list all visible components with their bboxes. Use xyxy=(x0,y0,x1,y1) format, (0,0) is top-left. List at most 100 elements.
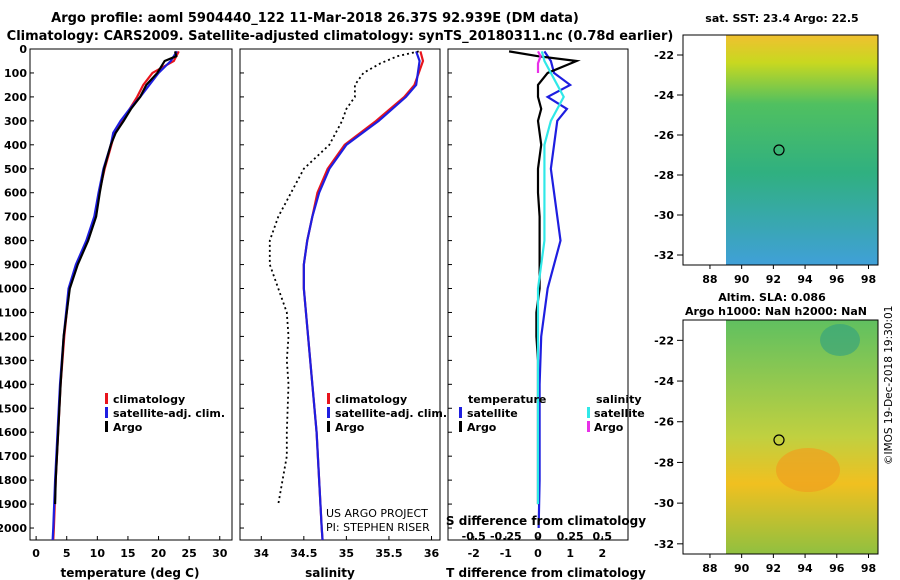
y-tick-label: 100 xyxy=(4,67,27,80)
y-tick-label: 1500 xyxy=(0,402,27,415)
x-tick-label: 35.5 xyxy=(375,547,402,560)
sla-map-title-2: Argo h1000: NaN h2000: NaN xyxy=(685,305,867,318)
x-tick-label: 0 xyxy=(32,547,40,560)
legend-swatch-satellite xyxy=(105,407,108,418)
lon-tick-label: 88 xyxy=(702,562,717,575)
lat-tick-label: -28 xyxy=(654,456,674,469)
t-diff-axis-label: T difference from climatology xyxy=(446,566,646,580)
x-tick-label: 36 xyxy=(424,547,440,560)
x-tick-label: 30 xyxy=(212,547,228,560)
legend-argo: Argo xyxy=(335,421,365,434)
sla-map-background xyxy=(683,320,726,554)
x-tick-label: 34 xyxy=(254,547,270,560)
y-tick-label: 1200 xyxy=(0,330,27,343)
lon-tick-label: 96 xyxy=(829,273,845,286)
lat-tick-label: -22 xyxy=(654,49,674,62)
difference-legend: temperature salinity satellite Argo sate… xyxy=(459,393,645,434)
lat-tick-label: -24 xyxy=(654,375,674,388)
legend-swatch-climatology xyxy=(105,393,108,404)
salinity-panel xyxy=(239,48,441,541)
legend-swatch-s-satellite xyxy=(587,407,590,418)
salinity-legend: climatology satellite-adj. clim. Argo xyxy=(327,393,447,434)
temperature-legend: climatology satellite-adj. clim. Argo xyxy=(105,393,225,434)
y-tick-label: 1600 xyxy=(0,426,27,439)
watermark: ©IMOS 19-Dec-2018 19:30:01 xyxy=(883,306,895,465)
series-climatology xyxy=(52,50,180,541)
sla-lat-ticks: -22 -24 -26 -28 -30 -32 xyxy=(654,334,683,551)
y-tick-label: 1100 xyxy=(0,306,27,319)
x-tick-label: 5 xyxy=(63,547,71,560)
lon-tick-label: 88 xyxy=(702,273,717,286)
temperature-chart: 0100200300400500600700800900100011001200… xyxy=(0,43,228,560)
x-tick-label: -2 xyxy=(468,547,480,560)
y-tick-label: 0 xyxy=(19,43,27,56)
x2-tick-label: 0.5 xyxy=(593,530,613,543)
lon-tick-label: 90 xyxy=(734,273,750,286)
lat-tick-label: -26 xyxy=(654,129,674,142)
series-temperature-argo xyxy=(508,50,581,505)
legend-s-argo: Argo xyxy=(594,421,624,434)
lat-tick-label: -26 xyxy=(654,416,674,429)
sla-map xyxy=(682,319,879,555)
series-salinity-satellite xyxy=(536,51,565,505)
legend-satellite: satellite-adj. clim. xyxy=(113,407,225,420)
x-tick-label: 35 xyxy=(339,547,354,560)
legend-argo: Argo xyxy=(113,421,143,434)
legend-t-satellite: satellite xyxy=(467,407,518,420)
x2-tick-label: 0.25 xyxy=(557,530,584,543)
lon-tick-label: 94 xyxy=(797,562,813,575)
legend-satellite: satellite-adj. clim. xyxy=(335,407,447,420)
x2-tick-label: 0 xyxy=(534,530,542,543)
series-argo xyxy=(268,50,419,505)
series-argo xyxy=(53,51,178,505)
lat-tick-label: -32 xyxy=(654,249,674,262)
x-tick-label: 1 xyxy=(566,547,574,560)
sst-float-marker xyxy=(773,144,785,156)
x-tick-label: 2 xyxy=(598,547,606,560)
legend-climatology: climatology xyxy=(335,393,407,406)
legend-climatology: climatology xyxy=(113,393,185,406)
legend-s-satellite: satellite xyxy=(594,407,645,420)
x-tick-label: 20 xyxy=(151,547,167,560)
sst-lon-ticks: 88 90 92 94 96 98 xyxy=(702,265,876,286)
y-tick-label: 1300 xyxy=(0,354,27,367)
credit-project: US ARGO PROJECT xyxy=(326,507,428,520)
lat-tick-label: -24 xyxy=(654,89,674,102)
lon-tick-label: 98 xyxy=(861,273,876,286)
series-satellite-adj-clim- xyxy=(302,51,421,541)
sla-eddy-high xyxy=(776,448,840,492)
series-satellite-adj-clim- xyxy=(51,50,178,541)
y-tick-label: 1400 xyxy=(0,378,27,391)
credit-pi: PI: STEPHEN RISER xyxy=(326,521,430,534)
y-tick-label: 1700 xyxy=(0,450,27,463)
salinity-chart: 34 34.5 35 35.5 36 xyxy=(240,48,440,560)
sla-lon-ticks: 88 90 92 94 96 98 xyxy=(702,554,876,575)
legend-t-argo: Argo xyxy=(467,421,497,434)
lat-tick-label: -30 xyxy=(654,209,674,222)
y-tick-label: 200 xyxy=(4,91,27,104)
s-diff-axis-label: S difference from climatology xyxy=(446,514,646,528)
legend-swatch-climatology xyxy=(327,393,330,404)
lon-tick-label: 98 xyxy=(861,562,876,575)
series-climatology xyxy=(302,51,425,541)
sla-eddy-low xyxy=(820,324,860,356)
y-tick-label: 2000 xyxy=(0,522,27,535)
y-tick-label: 1900 xyxy=(0,498,27,511)
legend-swatch-argo xyxy=(105,421,108,432)
y-tick-label: 1800 xyxy=(0,474,27,487)
legend-swatch-satellite xyxy=(327,407,330,418)
legend-salinity-heading: salinity xyxy=(596,393,642,406)
temperature-axis-label: temperature (deg C) xyxy=(61,566,200,580)
x-tick-label: 25 xyxy=(181,547,196,560)
lat-tick-label: -30 xyxy=(654,497,674,510)
legend-swatch-s-argo xyxy=(587,421,590,432)
y-tick-label: 800 xyxy=(4,235,27,248)
legend-swatch-argo xyxy=(327,421,330,432)
series-salinity-argo xyxy=(536,50,542,73)
lon-tick-label: 90 xyxy=(734,562,750,575)
sla-map-title-1: Altim. SLA: 0.086 xyxy=(718,291,826,304)
x-tick-label: 15 xyxy=(120,547,135,560)
y-tick-label: 900 xyxy=(4,259,27,272)
sla-float-marker xyxy=(773,434,785,446)
